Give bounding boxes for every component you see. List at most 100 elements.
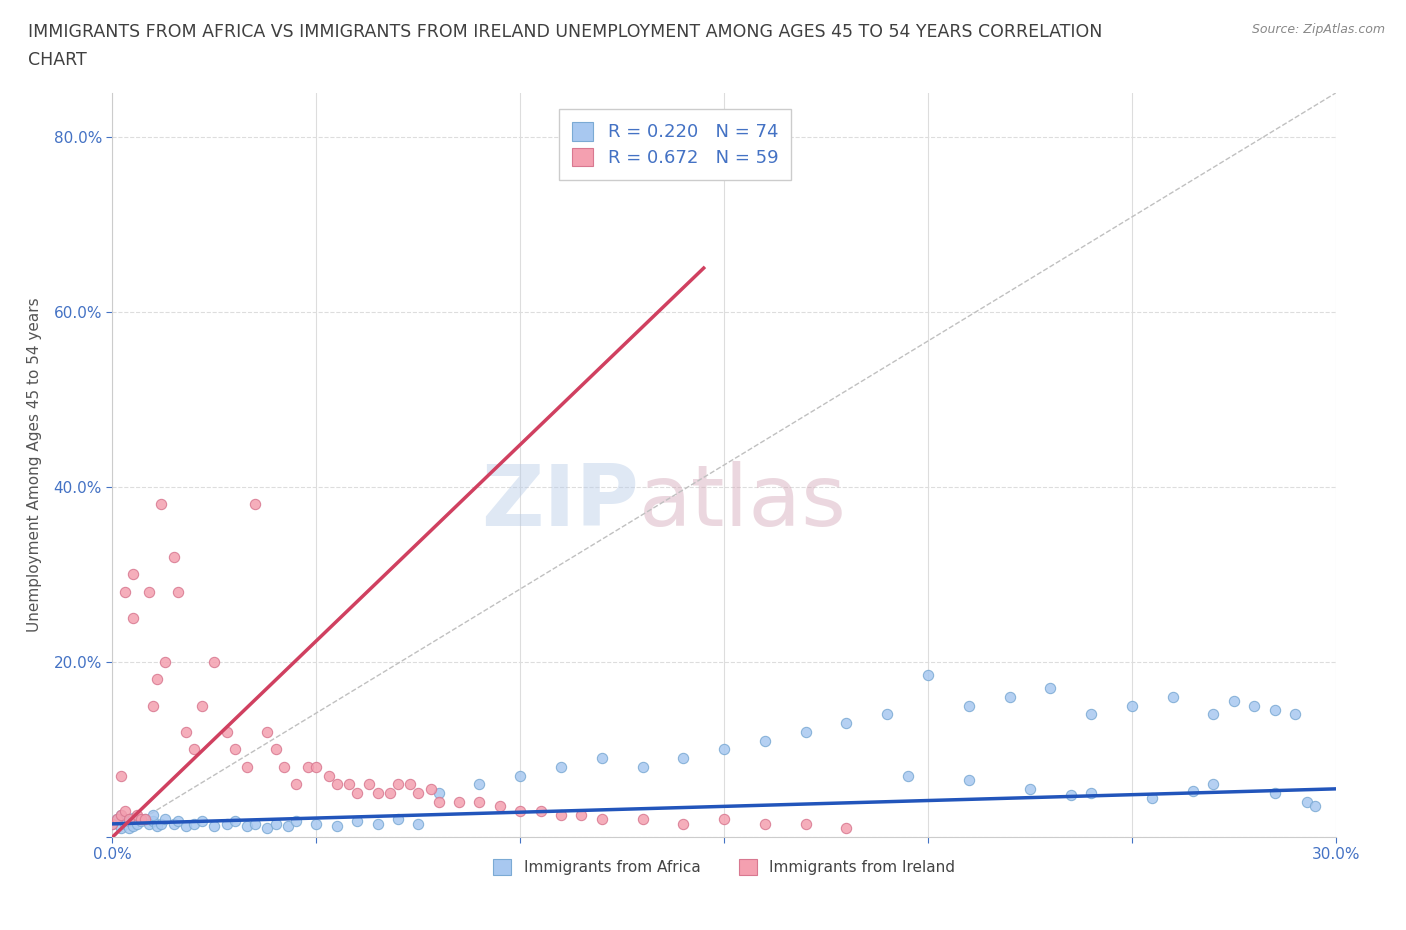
Point xyxy=(118,814,141,829)
Point xyxy=(138,817,160,831)
Point xyxy=(1264,703,1286,718)
Point xyxy=(998,689,1021,704)
Point xyxy=(118,821,141,836)
Point xyxy=(378,786,401,801)
Point xyxy=(105,812,128,827)
Point xyxy=(672,817,695,831)
Point xyxy=(468,794,491,809)
Point xyxy=(957,698,980,713)
Point xyxy=(1181,784,1204,799)
Point xyxy=(166,584,188,599)
Point xyxy=(110,807,132,822)
Point xyxy=(163,817,186,831)
Point xyxy=(146,672,169,687)
Point xyxy=(105,812,128,827)
Point xyxy=(191,814,214,829)
Point xyxy=(447,794,470,809)
Point xyxy=(326,777,349,792)
Point xyxy=(1161,689,1184,704)
Point xyxy=(166,814,188,829)
Point xyxy=(346,814,368,829)
Point xyxy=(1018,781,1040,796)
Point xyxy=(215,724,238,739)
Point xyxy=(125,817,148,831)
Point xyxy=(155,812,177,827)
Point xyxy=(146,819,169,834)
Point xyxy=(346,786,368,801)
Point xyxy=(509,768,531,783)
Point xyxy=(794,724,817,739)
Point xyxy=(114,812,136,827)
Point xyxy=(191,698,214,713)
Point xyxy=(142,698,165,713)
Point xyxy=(713,812,735,827)
Point xyxy=(163,550,186,565)
Point xyxy=(387,777,409,792)
Point xyxy=(318,768,340,783)
Point xyxy=(110,821,132,836)
Point xyxy=(571,807,593,822)
Point xyxy=(138,584,160,599)
Point xyxy=(183,817,205,831)
Point xyxy=(256,724,278,739)
Point xyxy=(399,777,422,792)
Point xyxy=(1296,794,1319,809)
Point xyxy=(550,760,572,775)
Point xyxy=(835,821,858,836)
Point xyxy=(468,777,491,792)
Point xyxy=(305,817,328,831)
Point xyxy=(1305,799,1327,814)
Point xyxy=(1284,707,1306,722)
Point xyxy=(122,810,145,825)
Point xyxy=(359,777,381,792)
Point xyxy=(631,812,654,827)
Point xyxy=(264,742,287,757)
Point xyxy=(215,817,238,831)
Point xyxy=(427,786,450,801)
Point xyxy=(204,655,226,670)
Legend: Immigrants from Africa, Immigrants from Ireland: Immigrants from Africa, Immigrants from … xyxy=(486,853,962,882)
Point xyxy=(550,807,572,822)
Point xyxy=(672,751,695,765)
Point xyxy=(122,611,145,626)
Point xyxy=(754,817,776,831)
Point xyxy=(204,819,226,834)
Point xyxy=(297,760,319,775)
Point xyxy=(273,760,295,775)
Point xyxy=(876,707,898,722)
Point xyxy=(1202,707,1225,722)
Point xyxy=(150,497,173,512)
Point xyxy=(326,819,349,834)
Text: CHART: CHART xyxy=(28,51,87,69)
Point xyxy=(150,817,173,831)
Point xyxy=(1039,681,1062,696)
Point xyxy=(101,817,124,831)
Point xyxy=(419,781,441,796)
Point xyxy=(110,768,132,783)
Point xyxy=(366,786,388,801)
Point xyxy=(509,804,531,818)
Point xyxy=(1202,777,1225,792)
Point xyxy=(591,812,613,827)
Point xyxy=(114,817,136,831)
Point xyxy=(118,812,141,827)
Point xyxy=(794,817,817,831)
Point xyxy=(1060,788,1083,803)
Point xyxy=(155,655,177,670)
Point xyxy=(917,668,939,683)
Point xyxy=(129,814,152,829)
Point xyxy=(245,817,267,831)
Point xyxy=(122,819,145,834)
Text: Source: ZipAtlas.com: Source: ZipAtlas.com xyxy=(1251,23,1385,36)
Point xyxy=(183,742,205,757)
Point xyxy=(134,812,156,827)
Point xyxy=(284,777,308,792)
Point xyxy=(284,814,308,829)
Point xyxy=(1223,694,1246,709)
Point xyxy=(134,812,156,827)
Point xyxy=(366,817,388,831)
Point xyxy=(101,817,124,831)
Point xyxy=(129,812,152,827)
Point xyxy=(114,584,136,599)
Point xyxy=(122,567,145,582)
